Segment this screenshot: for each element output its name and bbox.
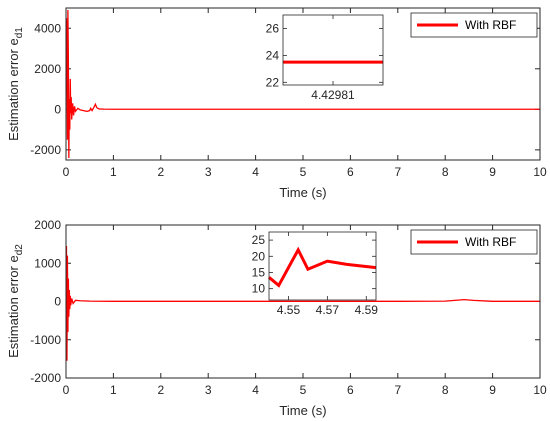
- xtick-label-bottom: 7: [394, 383, 401, 397]
- ylabel-bottom: Estimation error ed2: [6, 244, 25, 358]
- xtick-label-top: 10: [533, 165, 547, 179]
- inset-plot-bottom: 10 15 20 25 4.55 4.57 4.59: [252, 232, 379, 317]
- ytick-label-bottom: 2000: [34, 218, 61, 232]
- xtick-label-top: 4: [252, 165, 259, 179]
- plot-frame-top: [65, 7, 541, 161]
- inset-xtick-label-bottom: 4.55: [277, 303, 301, 317]
- inset-xtick-label-top: 4.42981: [311, 88, 355, 102]
- inset-frame-bottom: [268, 231, 377, 301]
- xtick-label-bottom: 4: [252, 383, 259, 397]
- inset-ytick-label-bottom: 15: [252, 265, 266, 279]
- inset-series-line-bottom: [268, 246, 377, 288]
- xtick-label-bottom: 1: [110, 383, 117, 397]
- inset-bg-top: [283, 15, 383, 85]
- xtick-label-top: 2: [157, 165, 164, 179]
- xtick-label-bottom: 8: [442, 383, 449, 397]
- legend-entry-top: With RBF: [465, 18, 516, 32]
- legend-entry-bottom: With RBF: [465, 235, 516, 249]
- inset-ytick-label-top: 22: [266, 75, 280, 89]
- ytick-label-bottom: 0: [54, 295, 61, 309]
- inset-ytick-label-bottom: 20: [252, 249, 266, 263]
- inset-ytick-label-top: 24: [266, 48, 280, 62]
- ytick-label-top: 4000: [34, 21, 61, 35]
- ytick-label-bottom: 1000: [34, 256, 61, 270]
- xtick-label-top: 0: [63, 165, 70, 179]
- xtick-label-bottom: 2: [157, 383, 164, 397]
- xlabel-bottom: Time (s): [279, 403, 326, 418]
- series-line-top: [66, 10, 540, 158]
- xtick-label-top: 5: [300, 165, 307, 179]
- xtick-label-top: 3: [205, 165, 212, 179]
- ytick-label-top: 0: [54, 102, 61, 116]
- legend-top: With RBF: [410, 12, 538, 38]
- inset-xtick-label-bottom: 4.57: [316, 303, 340, 317]
- xtick-label-top: 1: [110, 165, 117, 179]
- xtick-label-bottom: 3: [205, 383, 212, 397]
- chart-panel-top: Estimation error ed1 Time (s) 0 1 2 3 4 5 6 7 8 9…: [6, 7, 547, 200]
- chart-panel-bottom: Estimation error ed2 Time (s) 0 1 2 3 4 5 6 7 8 9…: [6, 218, 547, 418]
- inset-ytick-label-top: 26: [266, 21, 280, 35]
- ytick-label-top: -2000: [30, 143, 61, 157]
- legend-bottom: With RBF: [410, 229, 538, 255]
- plot-frame-bottom: [65, 224, 541, 379]
- xtick-label-bottom: 5: [300, 383, 307, 397]
- xtick-label-top: 7: [394, 165, 401, 179]
- ytick-label-top: 2000: [34, 62, 61, 76]
- ytick-label-bottom: -1000: [30, 333, 61, 347]
- xtick-label-bottom: 9: [489, 383, 496, 397]
- xtick-label-top: 9: [489, 165, 496, 179]
- xtick-label-top: 8: [442, 165, 449, 179]
- xtick-label-bottom: 0: [63, 383, 70, 397]
- xtick-label-top: 6: [347, 165, 354, 179]
- inset-ytick-label-bottom: 25: [252, 233, 266, 247]
- inset-ytick-label-bottom: 10: [252, 282, 266, 296]
- inset-frame-top: [282, 14, 384, 86]
- inset-xtick-label-bottom: 4.59: [355, 303, 379, 317]
- inset-top: 22 24 26 4.42981: [266, 14, 384, 102]
- inset-bottom: 10 15 20 25 4.55 4.57 4.59: [252, 231, 379, 317]
- ytick-label-bottom: -2000: [30, 371, 61, 385]
- xlabel-top: Time (s): [279, 185, 326, 200]
- ylabel-top: Estimation error ed1: [6, 27, 25, 141]
- series-line-bottom: [66, 246, 540, 361]
- xtick-label-bottom: 10: [533, 383, 547, 397]
- plot-area-bottom: 0 1 2 3 4 5 6 7 8 9 10 -2000 -1000 0 1000 2000: [30, 218, 547, 397]
- xtick-label-bottom: 6: [347, 383, 354, 397]
- inset-plot-top: 22 24 26 4.42981: [266, 15, 383, 102]
